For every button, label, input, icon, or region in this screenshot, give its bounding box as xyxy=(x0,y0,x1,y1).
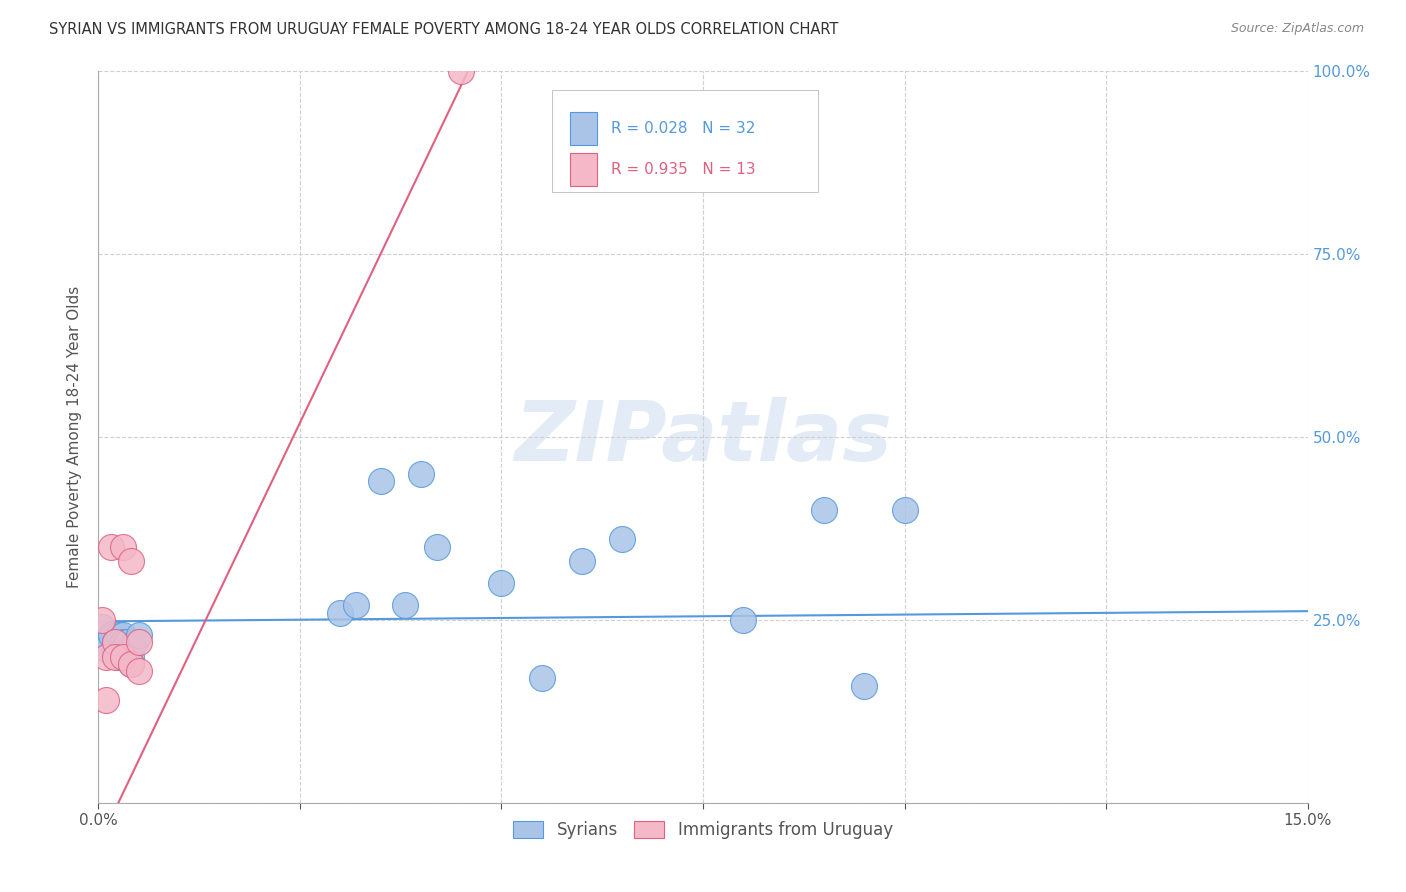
Point xyxy=(111,642,134,657)
Point xyxy=(96,649,118,664)
Point xyxy=(491,576,513,591)
Legend: Syrians, Immigrants from Uruguay: Syrians, Immigrants from Uruguay xyxy=(506,814,900,846)
Text: SYRIAN VS IMMIGRANTS FROM URUGUAY FEMALE POVERTY AMONG 18-24 YEAR OLDS CORRELATI: SYRIAN VS IMMIGRANTS FROM URUGUAY FEMALE… xyxy=(49,22,838,37)
Point xyxy=(128,635,150,649)
Point xyxy=(612,533,634,547)
Point xyxy=(571,554,593,568)
FancyBboxPatch shape xyxy=(569,112,596,145)
Point xyxy=(96,642,118,657)
Text: R = 0.028   N = 32: R = 0.028 N = 32 xyxy=(612,120,755,136)
Point xyxy=(103,635,125,649)
Point xyxy=(100,627,122,641)
Point xyxy=(103,635,125,649)
Point xyxy=(329,606,352,620)
Text: ZIPatlas: ZIPatlas xyxy=(515,397,891,477)
Point xyxy=(96,693,118,707)
Point xyxy=(120,657,142,671)
Point xyxy=(96,635,118,649)
Point xyxy=(111,649,134,664)
Point xyxy=(893,503,915,517)
Point xyxy=(120,657,142,671)
Point xyxy=(120,554,142,568)
Point xyxy=(100,540,122,554)
Point xyxy=(128,627,150,641)
Point xyxy=(91,613,114,627)
Point xyxy=(103,649,125,664)
Point xyxy=(111,649,134,664)
Point xyxy=(344,599,367,613)
Y-axis label: Female Poverty Among 18-24 Year Olds: Female Poverty Among 18-24 Year Olds xyxy=(67,286,83,588)
Point xyxy=(853,679,876,693)
Point xyxy=(107,627,129,641)
Point xyxy=(115,635,138,649)
Point xyxy=(733,613,755,627)
Point xyxy=(107,649,129,664)
FancyBboxPatch shape xyxy=(569,153,596,186)
Point xyxy=(111,635,134,649)
Point xyxy=(111,540,134,554)
Point xyxy=(530,672,553,686)
Point xyxy=(409,467,432,481)
Point xyxy=(103,642,125,657)
Point xyxy=(813,503,835,517)
Text: R = 0.935   N = 13: R = 0.935 N = 13 xyxy=(612,162,756,178)
Point xyxy=(120,649,142,664)
FancyBboxPatch shape xyxy=(551,90,818,192)
Point xyxy=(124,635,146,649)
Point xyxy=(120,642,142,657)
Point xyxy=(111,627,134,641)
Point xyxy=(370,474,392,488)
Point xyxy=(128,664,150,678)
Text: Source: ZipAtlas.com: Source: ZipAtlas.com xyxy=(1230,22,1364,36)
Point xyxy=(426,540,449,554)
Point xyxy=(450,64,472,78)
Point xyxy=(394,599,416,613)
Point xyxy=(91,620,114,634)
